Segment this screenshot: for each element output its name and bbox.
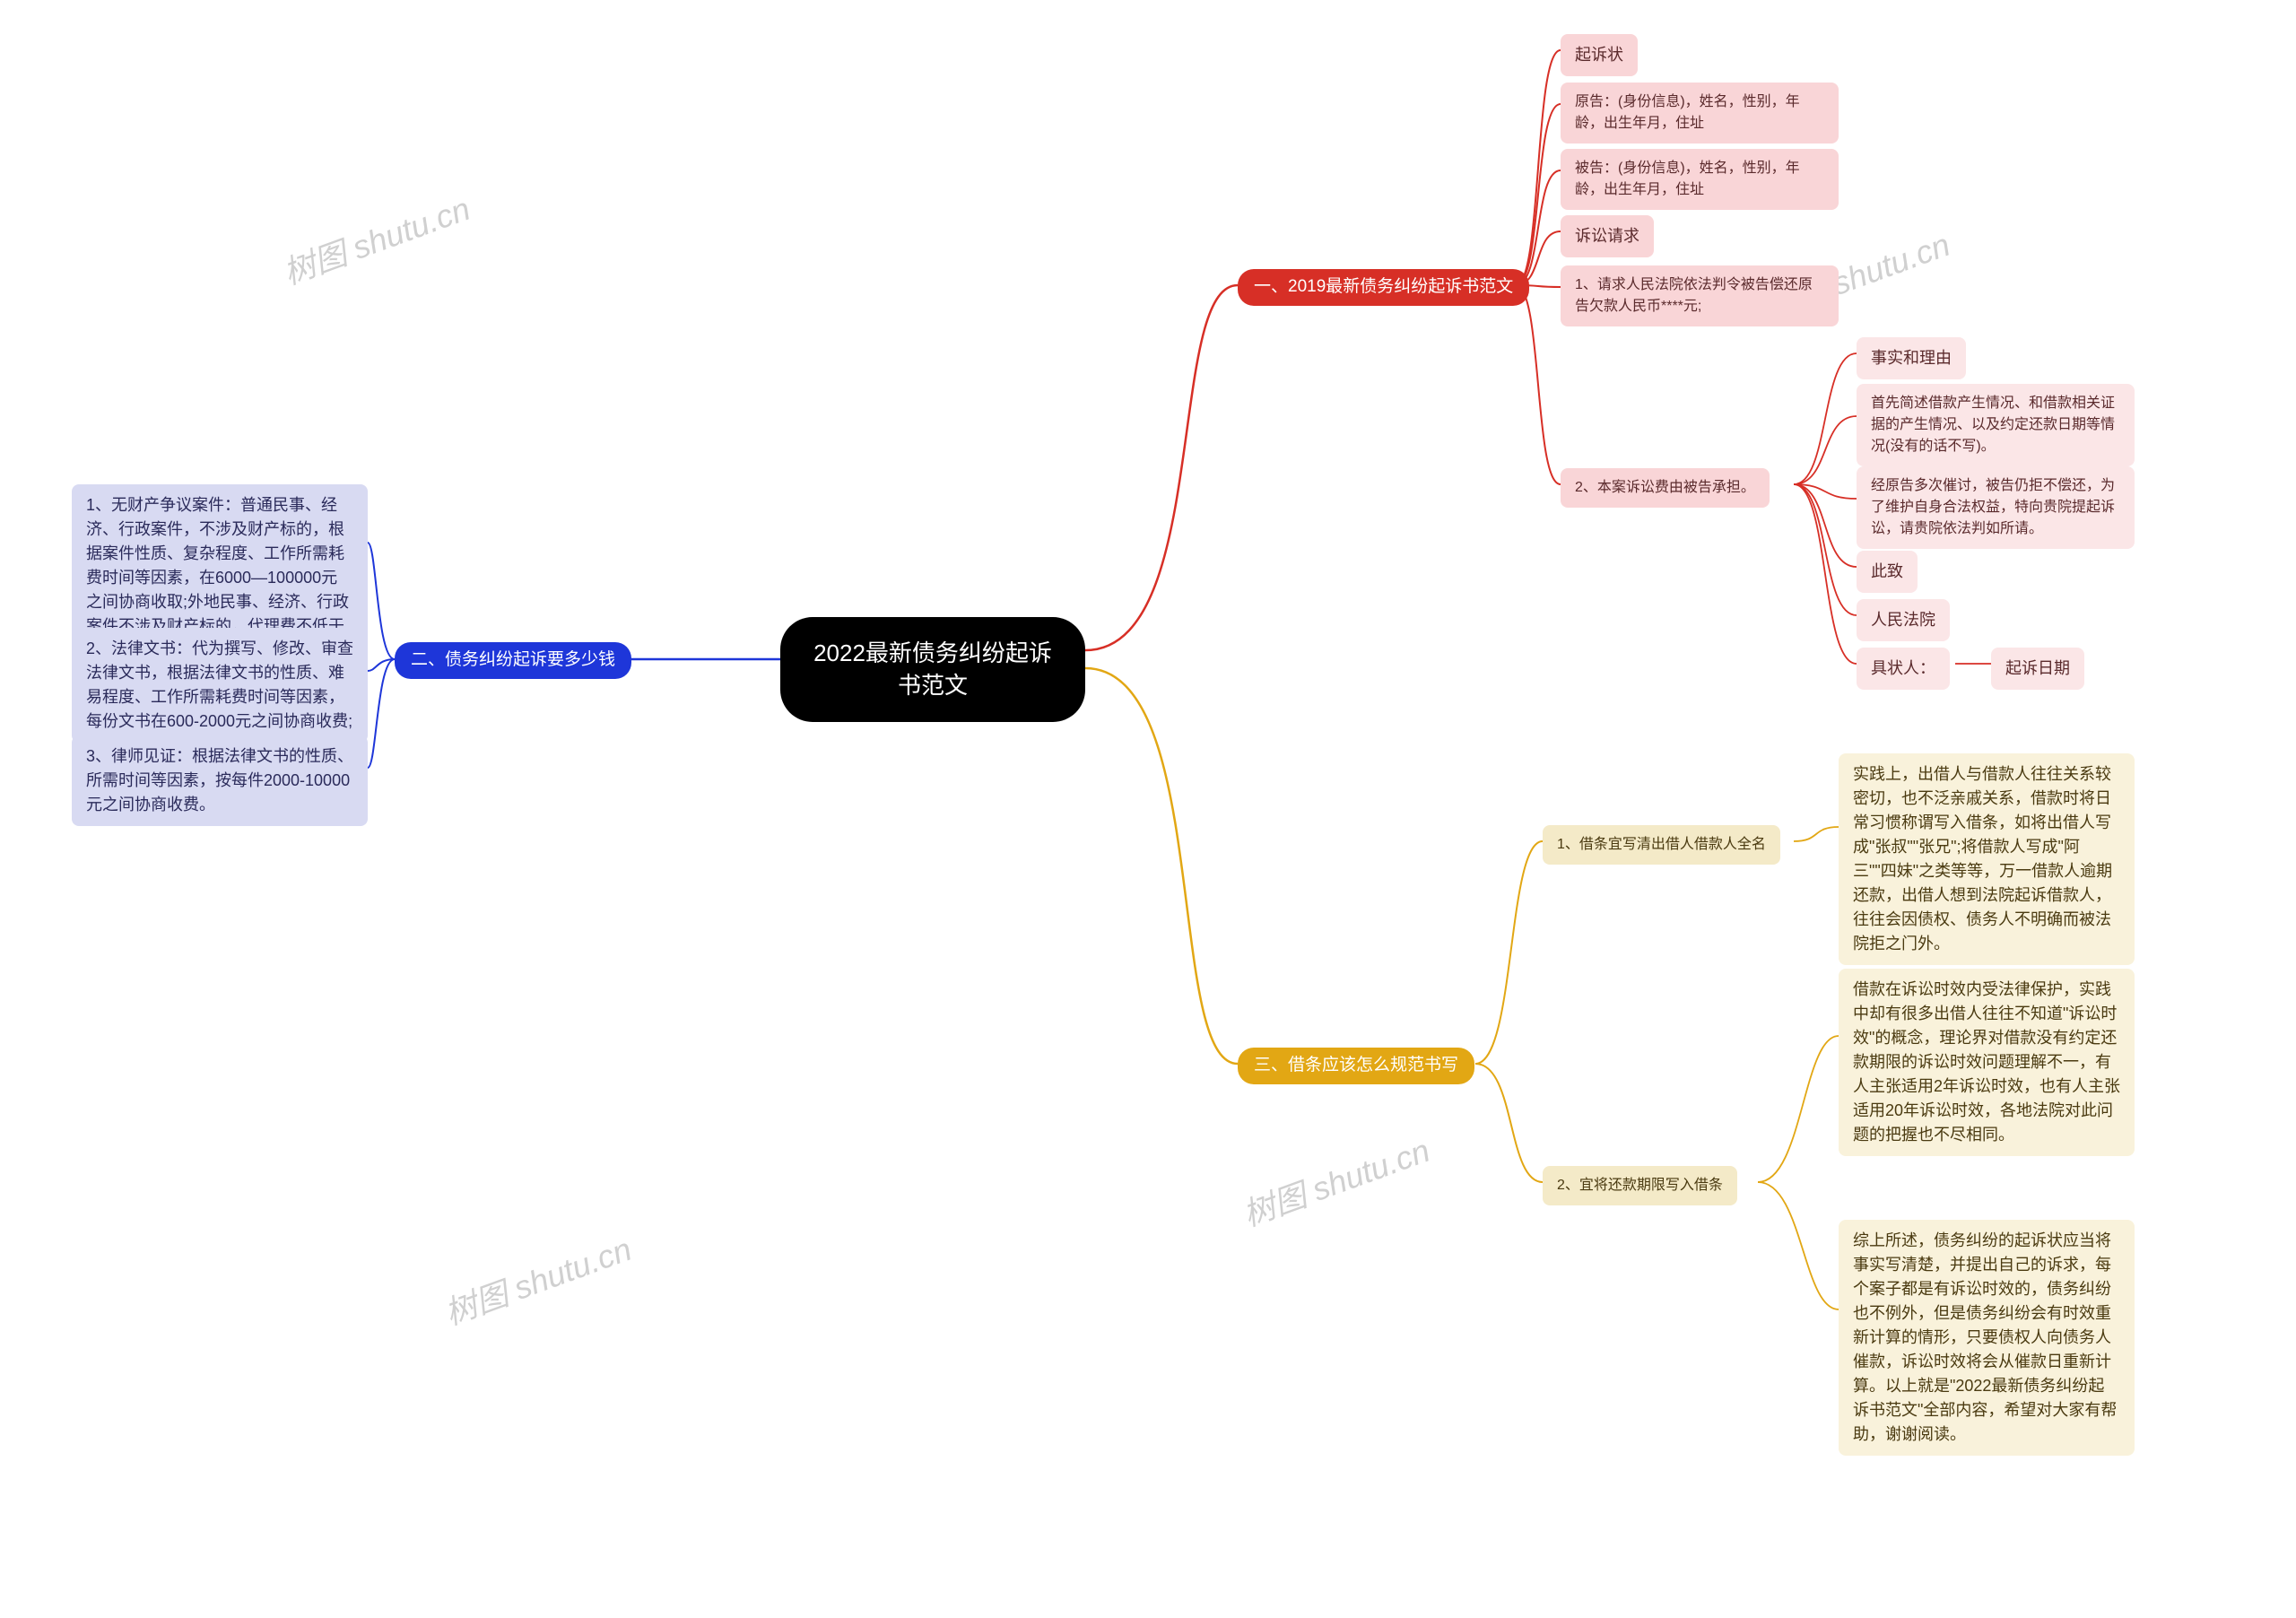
- b1-sub-leaf: 具状人：: [1857, 648, 1950, 690]
- watermark: 树图 shutu.cn: [438, 1223, 638, 1334]
- b3-mid-leaf: 1、借条宜写清出借人借款人全名: [1543, 825, 1780, 865]
- branch-2: 二、债务纠纷起诉要多少钱: [395, 642, 631, 679]
- b1-sub-leaf: 人民法院: [1857, 599, 1950, 641]
- b3-mid-leaf: 2、宜将还款期限写入借条: [1543, 1166, 1737, 1205]
- b1-leaf: 诉讼请求: [1561, 215, 1654, 257]
- branch-2-label: 二、债务纠纷起诉要多少钱: [395, 642, 631, 679]
- b1-sub-leaf: 事实和理由: [1857, 337, 1966, 379]
- branch-3: 三、借条应该怎么规范书写: [1238, 1048, 1474, 1084]
- watermark: 树图 shutu.cn: [1236, 1125, 1436, 1235]
- b3-leaf: 实践上，出借人与借款人往往关系较密切，也不泛亲戚关系，借款时将日常习惯称谓写入借…: [1839, 753, 2135, 965]
- b2-leaf: 3、律师见证：根据法律文书的性质、所需时间等因素，按每件2000-10000元之…: [72, 735, 368, 826]
- b1-sub-leaf: 经原告多次催讨，被告仍拒不偿还，为了维护自身合法权益，特向贵院提起诉讼，请贵院依…: [1857, 466, 2135, 549]
- b1-leaf: 被告：(身份信息)，姓名，性别，年龄，出生年月，住址: [1561, 149, 1839, 210]
- b1-leaf: 2、本案诉讼费由被告承担。: [1561, 468, 1770, 508]
- b2-leaf: 2、法律文书：代为撰写、修改、审查法律文书，根据法律文书的性质、难易程度、工作所…: [72, 628, 368, 743]
- branch-3-label: 三、借条应该怎么规范书写: [1238, 1048, 1474, 1084]
- b1-leaf: 起诉状: [1561, 34, 1638, 76]
- b3-leaf: 借款在诉讼时效内受法律保护，实践中却有很多出借人往往不知道"诉讼时效"的概念，理…: [1839, 969, 2135, 1156]
- b1-leaf: 原告：(身份信息)，姓名，性别，年龄，出生年月，住址: [1561, 83, 1839, 144]
- branch-1-label: 一、2019最新债务纠纷起诉书范文: [1238, 269, 1529, 306]
- branch-1: 一、2019最新债务纠纷起诉书范文: [1238, 269, 1529, 306]
- watermark: 树图 shutu.cn: [276, 183, 476, 293]
- b3-leaf: 综上所述，债务纠纷的起诉状应当将事实写清楚，并提出自己的诉求，每个案子都是有诉讼…: [1839, 1220, 2135, 1456]
- b1-sub-leaf: 首先简述借款产生情况、和借款相关证据的产生情况、以及约定还款日期等情况(没有的话…: [1857, 384, 2135, 466]
- root-node: 2022最新债务纠纷起诉书范文: [780, 617, 1085, 722]
- b1-leaf: 1、请求人民法院依法判令被告偿还原告欠款人民币****元;: [1561, 265, 1839, 326]
- b1-sub2-leaf: 起诉日期: [1991, 648, 2084, 690]
- b1-sub-leaf: 此致: [1857, 551, 1918, 593]
- root-text: 2022最新债务纠纷起诉书范文: [813, 639, 1052, 699]
